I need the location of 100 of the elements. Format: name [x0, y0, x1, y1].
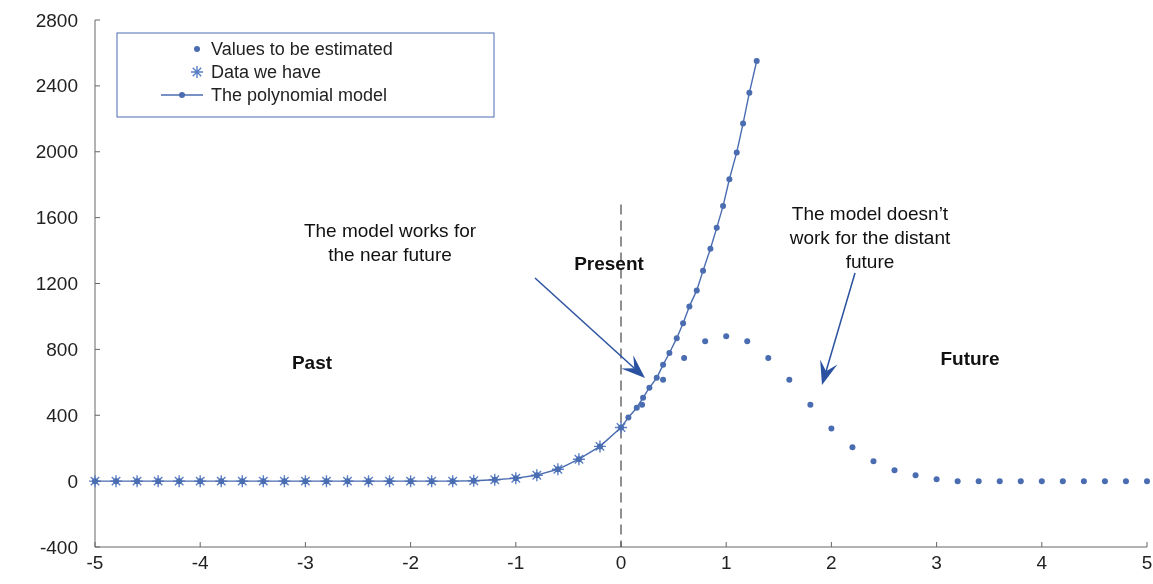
legend-label: The polynomial model [211, 85, 388, 105]
x-tick-label: 3 [931, 552, 942, 573]
point [551, 462, 565, 476]
point [1017, 478, 1024, 485]
point [700, 267, 707, 274]
point [740, 120, 747, 127]
point [870, 458, 877, 465]
point [277, 474, 292, 488]
point [533, 472, 540, 479]
point [723, 333, 730, 340]
legend-label: Data we have [211, 62, 322, 82]
point [260, 478, 267, 485]
y-tick-label: 2400 [35, 75, 78, 97]
point [197, 478, 204, 485]
point [470, 477, 477, 484]
y-tick-label: 800 [46, 338, 78, 360]
point [298, 474, 313, 488]
x-tick-label: 5 [1141, 552, 1153, 573]
x-tick-label: -2 [402, 552, 420, 573]
point [639, 401, 646, 408]
y-tick-label: -400 [39, 536, 78, 558]
point [151, 474, 165, 488]
y-tick-label: 1200 [35, 273, 78, 294]
legend-label: Values to be estimated [211, 39, 393, 59]
x-tick-label: 1 [720, 552, 732, 573]
point [214, 474, 228, 488]
annotation: The model doesn’t work for the distant future [788, 202, 951, 272]
point [693, 287, 700, 294]
point [593, 439, 607, 454]
point [428, 478, 435, 485]
point [954, 478, 961, 485]
x-tick-label: -4 [191, 552, 210, 573]
point [828, 425, 835, 432]
point [509, 471, 523, 485]
point [134, 478, 141, 485]
point [344, 478, 351, 485]
point [467, 474, 481, 488]
point [746, 89, 753, 96]
point [449, 478, 456, 485]
point [686, 303, 693, 310]
point [340, 474, 355, 488]
point [726, 176, 733, 183]
point [386, 478, 393, 485]
annotation: Past [291, 351, 333, 373]
point [403, 474, 418, 488]
point [891, 467, 898, 474]
point [172, 474, 186, 488]
point [786, 376, 793, 383]
point [673, 335, 680, 342]
point [713, 224, 720, 231]
ref-line-label: Present [574, 253, 645, 275]
y-tick-label: 2000 [35, 141, 78, 163]
point [660, 361, 667, 368]
point [733, 149, 740, 156]
point [193, 474, 207, 488]
point [512, 475, 519, 482]
point [302, 478, 309, 485]
point [933, 476, 940, 483]
point [424, 474, 439, 488]
point [1122, 478, 1129, 485]
point [660, 376, 667, 383]
point [618, 424, 624, 431]
point [702, 338, 709, 345]
point [765, 354, 772, 361]
y-tick-label: 0 [67, 470, 78, 492]
point [109, 474, 123, 488]
point [491, 476, 498, 483]
point [707, 245, 714, 252]
point [680, 320, 687, 327]
point [849, 444, 856, 451]
point [625, 414, 632, 421]
point [681, 354, 688, 361]
point [407, 478, 414, 485]
x-tick-label: 4 [1036, 552, 1048, 573]
point [744, 338, 751, 345]
point [996, 478, 1003, 485]
point [554, 466, 561, 473]
point [218, 478, 225, 485]
point [256, 474, 271, 488]
point [807, 401, 814, 408]
point [646, 384, 653, 391]
point [113, 478, 120, 485]
x-tick-label: -5 [86, 552, 104, 573]
point [445, 474, 460, 488]
point [239, 478, 246, 485]
point [155, 478, 162, 485]
point [488, 473, 502, 487]
point [572, 452, 586, 466]
point [176, 478, 183, 485]
point [575, 456, 582, 463]
point [666, 350, 673, 356]
y-tick-label: 400 [46, 404, 78, 426]
point [130, 474, 144, 488]
point [596, 443, 603, 450]
point [753, 58, 760, 65]
point [319, 474, 334, 488]
y-tick-label: 1600 [35, 207, 78, 229]
point [640, 394, 647, 401]
annotation: Future [940, 347, 1000, 369]
y-tick-label: 2800 [35, 9, 78, 31]
